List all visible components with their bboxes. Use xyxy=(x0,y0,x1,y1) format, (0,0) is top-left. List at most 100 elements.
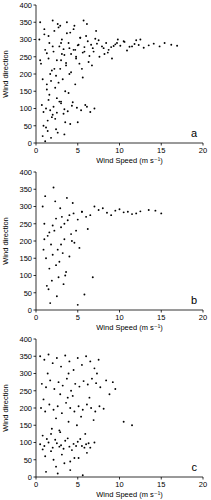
point xyxy=(38,39,40,41)
point xyxy=(123,211,125,213)
x-axis-label: Wind Speed (m s⁻¹) xyxy=(96,156,163,165)
point xyxy=(43,398,45,400)
point xyxy=(99,56,101,58)
y-tick xyxy=(34,408,37,409)
point xyxy=(62,385,64,387)
point xyxy=(113,45,115,47)
point xyxy=(72,395,74,397)
point xyxy=(41,383,43,385)
point xyxy=(80,109,82,111)
point xyxy=(94,206,96,208)
point xyxy=(71,105,73,107)
point xyxy=(45,127,47,129)
point xyxy=(81,211,83,213)
point xyxy=(63,108,65,110)
point xyxy=(77,219,79,221)
point xyxy=(123,421,125,423)
point xyxy=(39,355,41,357)
x-tick-label: 0 xyxy=(34,146,38,155)
point xyxy=(73,25,75,27)
point xyxy=(64,121,66,123)
y-tick-label: 150 xyxy=(19,87,32,96)
point xyxy=(129,46,131,48)
point xyxy=(52,362,54,364)
point xyxy=(82,52,84,54)
point xyxy=(88,61,90,63)
point xyxy=(54,200,56,202)
point xyxy=(50,450,52,452)
point xyxy=(131,45,133,47)
point xyxy=(52,114,54,116)
point xyxy=(53,106,55,108)
point xyxy=(91,378,93,380)
point xyxy=(105,42,107,44)
point xyxy=(52,45,54,47)
point xyxy=(68,42,70,44)
point xyxy=(67,110,69,112)
x-tick-label: 20 xyxy=(199,480,207,489)
point xyxy=(75,56,77,58)
point xyxy=(105,379,107,381)
point xyxy=(90,44,92,46)
x-axis-label: Wind Speed (m s⁻¹) xyxy=(96,490,163,499)
y-tick xyxy=(34,91,37,92)
y-axis-label: Wind direction xyxy=(1,217,10,265)
point xyxy=(40,407,42,409)
point xyxy=(98,359,100,361)
point xyxy=(78,247,80,249)
point xyxy=(103,47,105,49)
point xyxy=(63,283,65,285)
point xyxy=(81,445,83,447)
point xyxy=(159,45,161,47)
point xyxy=(73,369,75,371)
point xyxy=(45,257,47,259)
point xyxy=(56,97,58,99)
point xyxy=(55,417,57,419)
point xyxy=(46,52,48,54)
point xyxy=(77,357,79,359)
point xyxy=(53,68,55,70)
panel: 05010015020025030035040005101520Wind Spe… xyxy=(1,168,207,332)
y-tick xyxy=(34,356,37,357)
y-tick xyxy=(34,39,37,40)
point xyxy=(47,373,49,375)
point xyxy=(99,386,101,388)
point xyxy=(87,40,89,42)
y-tick xyxy=(34,108,37,109)
point xyxy=(75,58,77,60)
point xyxy=(79,438,81,440)
point xyxy=(48,231,50,233)
y-tick xyxy=(34,56,37,57)
point xyxy=(62,252,64,254)
point xyxy=(114,210,116,212)
point xyxy=(46,438,48,440)
point xyxy=(153,43,155,45)
point xyxy=(52,20,54,22)
point xyxy=(109,393,111,395)
point xyxy=(154,210,156,212)
x-tick-label: 5 xyxy=(76,313,80,322)
point xyxy=(93,51,95,53)
point xyxy=(176,45,178,47)
x-tick-label: 20 xyxy=(199,146,207,155)
point xyxy=(119,208,121,210)
point xyxy=(104,53,106,55)
point xyxy=(71,449,73,451)
point xyxy=(69,461,71,463)
point xyxy=(103,408,105,410)
point xyxy=(79,37,81,39)
point xyxy=(86,23,88,25)
point xyxy=(44,195,46,197)
point xyxy=(42,135,44,137)
panel-label: b xyxy=(191,294,197,306)
point xyxy=(84,104,86,106)
point xyxy=(60,42,62,44)
point xyxy=(134,43,136,45)
point xyxy=(40,63,42,65)
point xyxy=(51,116,53,118)
point xyxy=(56,112,58,114)
point xyxy=(101,45,103,47)
point xyxy=(61,412,63,414)
point xyxy=(61,39,63,41)
point xyxy=(139,210,141,212)
